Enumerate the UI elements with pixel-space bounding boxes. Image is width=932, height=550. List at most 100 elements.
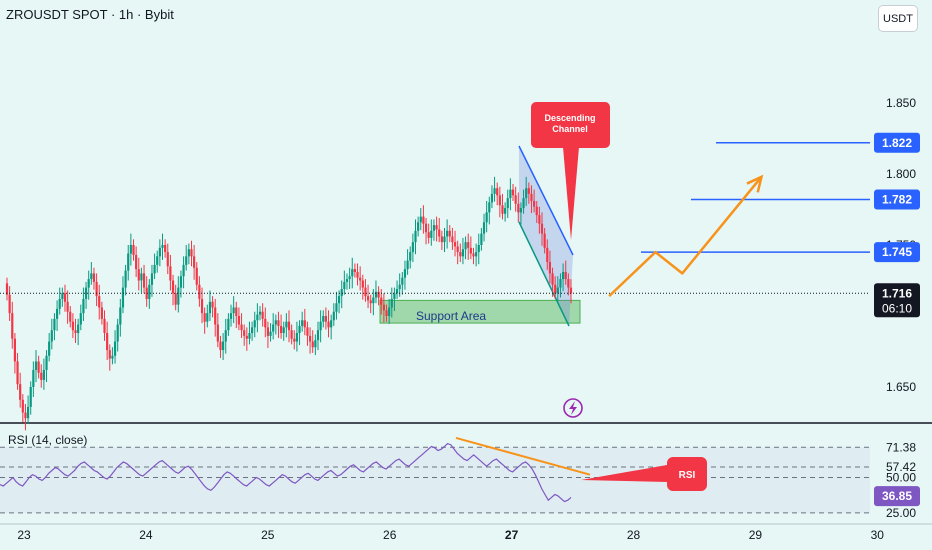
candle-body bbox=[461, 249, 465, 257]
candle-body bbox=[16, 361, 19, 385]
candle-body bbox=[203, 313, 206, 322]
candle-body bbox=[243, 330, 246, 336]
candle-body bbox=[21, 399, 24, 413]
candle-body bbox=[548, 262, 552, 274]
candle-body bbox=[182, 264, 185, 277]
candle-body bbox=[385, 310, 388, 316]
candle-body bbox=[380, 297, 383, 305]
candle-body bbox=[469, 247, 472, 254]
x-tick-label: 28 bbox=[627, 528, 641, 542]
candle-body bbox=[179, 276, 183, 288]
candle-body bbox=[448, 230, 451, 237]
candle-body bbox=[127, 253, 130, 271]
descending-channel-upper-line bbox=[518, 145, 574, 256]
candle-body bbox=[564, 271, 567, 280]
candle-body bbox=[414, 230, 417, 243]
candle-body bbox=[504, 208, 507, 214]
y-tick-label: 1.650 bbox=[886, 380, 916, 394]
candle-body bbox=[185, 256, 188, 265]
candle-body bbox=[87, 279, 90, 288]
candle-body bbox=[240, 324, 243, 331]
candle-body bbox=[493, 188, 496, 194]
candle-body bbox=[335, 303, 338, 312]
last-price-tag bbox=[874, 283, 920, 318]
candle-body bbox=[330, 320, 333, 328]
descending-channel-callout-label-2: Channel bbox=[552, 124, 588, 134]
candle-body bbox=[366, 296, 370, 301]
candle-body bbox=[559, 279, 562, 288]
candle-body bbox=[153, 264, 156, 274]
candle-body bbox=[569, 287, 573, 294]
rsi-callout-pointer bbox=[581, 465, 667, 482]
candle-body bbox=[132, 245, 135, 255]
candle-body bbox=[511, 189, 515, 196]
candle-body bbox=[79, 313, 82, 325]
candle-body bbox=[63, 293, 67, 302]
rsi-callout-box bbox=[667, 457, 707, 491]
support-area-label: Support Area bbox=[416, 309, 486, 323]
candle-body bbox=[66, 301, 69, 312]
candle-body bbox=[530, 193, 533, 201]
candle-body bbox=[37, 361, 40, 373]
candle-body bbox=[55, 308, 59, 319]
candle-body bbox=[409, 252, 412, 261]
candle-body bbox=[477, 245, 480, 253]
candle-body bbox=[303, 320, 306, 328]
rsi-value-label: 36.85 bbox=[882, 489, 912, 503]
level-price-label: 1.822 bbox=[882, 136, 912, 150]
level-price-tag bbox=[874, 189, 920, 210]
candle-body bbox=[482, 222, 486, 234]
candle-body bbox=[403, 269, 407, 278]
candle-body bbox=[369, 300, 372, 304]
x-tick-label: 23 bbox=[17, 528, 31, 542]
candle-body bbox=[319, 321, 322, 331]
candle-body bbox=[417, 222, 420, 231]
candle-body bbox=[467, 242, 470, 248]
candle-body bbox=[337, 296, 341, 304]
candle-body bbox=[211, 301, 214, 308]
candle-body bbox=[446, 230, 449, 237]
candle-body bbox=[282, 327, 285, 334]
candle-body bbox=[119, 307, 122, 325]
candle-body bbox=[69, 311, 72, 322]
candle-body bbox=[567, 279, 570, 288]
candle-body bbox=[295, 333, 299, 342]
candle-body bbox=[453, 242, 457, 247]
candle-body bbox=[406, 260, 409, 270]
currency-button[interactable]: USDT bbox=[878, 5, 918, 32]
candle-body bbox=[272, 324, 275, 332]
candle-body bbox=[361, 280, 364, 288]
descending-channel-callout-pointer bbox=[563, 147, 579, 240]
level-price-label: 1.745 bbox=[882, 245, 912, 259]
candle-body bbox=[451, 236, 454, 243]
candle-body bbox=[32, 369, 35, 387]
candle-body bbox=[92, 273, 96, 282]
candle-body bbox=[258, 311, 262, 315]
candle-body bbox=[264, 318, 267, 328]
candle-body bbox=[419, 216, 422, 223]
candle-body bbox=[345, 279, 349, 282]
candle-body bbox=[279, 325, 283, 334]
candle-body bbox=[158, 247, 161, 257]
candle-body bbox=[535, 206, 538, 216]
candle-body bbox=[277, 320, 280, 326]
rsi-trend-line bbox=[455, 436, 591, 476]
candle-body bbox=[256, 314, 259, 321]
candle-body bbox=[472, 253, 475, 257]
candle-body bbox=[506, 198, 509, 209]
level-price-tag bbox=[874, 242, 920, 263]
candle-body bbox=[148, 284, 151, 299]
candle-body bbox=[150, 273, 154, 285]
candle-body bbox=[140, 273, 143, 281]
candle-body bbox=[456, 246, 459, 253]
candle-body bbox=[546, 247, 549, 263]
x-tick-label: 25 bbox=[261, 528, 275, 542]
candle-body bbox=[24, 412, 27, 419]
candle-body bbox=[356, 271, 359, 278]
candle-body bbox=[561, 271, 565, 280]
candle-body bbox=[509, 189, 512, 199]
candle-body bbox=[351, 269, 354, 277]
candle-body bbox=[488, 202, 491, 213]
